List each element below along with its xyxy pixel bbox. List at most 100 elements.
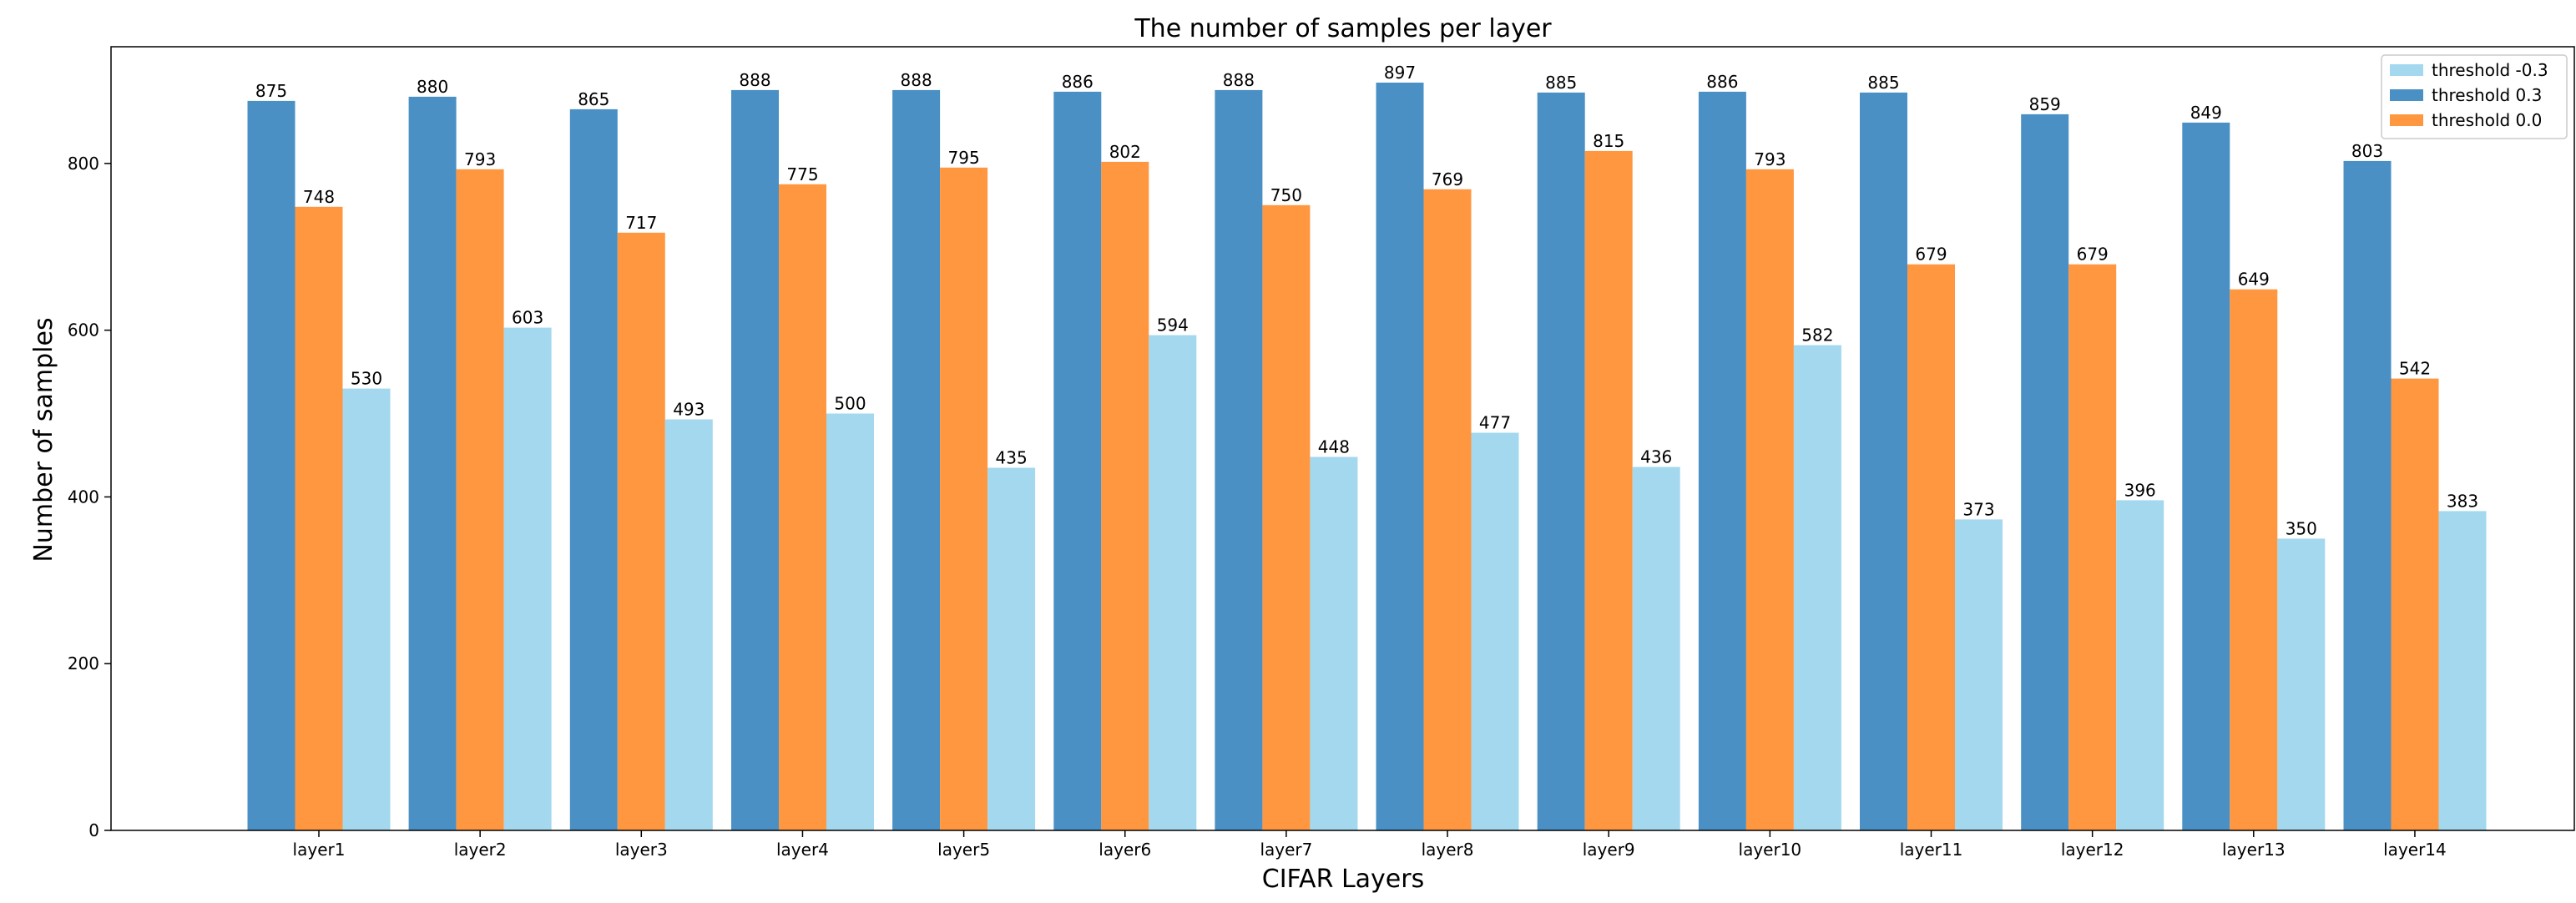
data-label: 750 xyxy=(1270,185,1302,205)
data-label: 500 xyxy=(834,394,866,414)
bar-layer2-threshold-0.3 xyxy=(408,96,457,830)
data-label: 793 xyxy=(464,149,496,169)
bar-layer13-threshold--0.3 xyxy=(2277,538,2326,830)
x-tick-label: layer14 xyxy=(2383,840,2447,860)
x-tick-label: layer3 xyxy=(615,840,668,860)
bar-layer3-threshold--0.3 xyxy=(664,419,713,830)
bar-layer14-threshold-0.0 xyxy=(2391,378,2439,831)
x-tick-label: layer7 xyxy=(1260,840,1312,860)
bar-layer4-threshold-0.3 xyxy=(731,89,779,830)
data-label: 679 xyxy=(1915,245,1947,265)
data-label: 775 xyxy=(786,164,818,184)
bar-layer13-threshold-0.3 xyxy=(2182,122,2230,830)
bar-layer1-threshold--0.3 xyxy=(342,388,391,831)
x-tick-label: layer2 xyxy=(454,840,507,860)
bar-layer10-threshold-0.0 xyxy=(1745,169,1794,831)
data-label: 888 xyxy=(1223,70,1255,90)
bar-layer9-threshold-0.0 xyxy=(1584,150,1633,830)
data-label: 849 xyxy=(2190,103,2222,123)
axes-layer: 0 200 400 600 800 layer1 layer2 layer3 layer4 lay… xyxy=(68,46,2575,860)
bar-layer8-threshold-0.0 xyxy=(1423,189,1472,831)
data-label: 436 xyxy=(1640,447,1672,467)
data-label: 880 xyxy=(417,77,448,97)
bar-layer10-threshold--0.3 xyxy=(1793,345,1841,831)
bar-layer11-threshold--0.3 xyxy=(1955,519,2003,830)
bar-layer5-threshold-0.3 xyxy=(892,89,941,830)
data-label: 793 xyxy=(1754,149,1786,169)
bar-layer13-threshold-0.0 xyxy=(2230,289,2278,830)
bar-layer7-threshold-0.0 xyxy=(1262,204,1311,831)
y-axis-title: Number of samples xyxy=(29,317,58,562)
y-tick-label: 800 xyxy=(68,154,99,174)
data-label: 888 xyxy=(739,70,770,90)
bar-layer6-threshold-0.3 xyxy=(1053,91,1102,830)
bar-layer12-threshold--0.3 xyxy=(2116,500,2164,830)
data-label: 493 xyxy=(673,400,705,420)
data-label: 888 xyxy=(901,70,932,90)
x-tick-label: layer5 xyxy=(937,840,990,860)
legend-swatch xyxy=(2390,64,2423,76)
legend-label: threshold 0.3 xyxy=(2432,85,2542,105)
data-label: 373 xyxy=(1962,499,1994,519)
y-tick-label: 400 xyxy=(68,487,99,507)
bar-layer1-threshold-0.0 xyxy=(295,206,343,831)
legend: threshold -0.3 threshold 0.3 threshold 0.0 xyxy=(2381,54,2568,139)
data-label: 396 xyxy=(2124,480,2156,500)
bars-layer xyxy=(247,83,2487,831)
bar-layer8-threshold--0.3 xyxy=(1471,432,1519,830)
data-label: 530 xyxy=(351,369,382,389)
x-tick-label: layer1 xyxy=(293,840,346,860)
data-label: 865 xyxy=(578,89,609,109)
x-axis-title: CIFAR Layers xyxy=(1262,865,1424,894)
plot-frame xyxy=(110,46,2575,831)
data-label: 350 xyxy=(2286,518,2317,538)
data-label: 885 xyxy=(1545,73,1577,93)
bar-layer11-threshold-0.0 xyxy=(1907,264,1955,830)
data-label: 542 xyxy=(2399,359,2431,379)
x-tick-label: layer10 xyxy=(1739,840,1802,860)
data-label: 795 xyxy=(948,148,980,168)
y-tick-label: 0 xyxy=(88,820,99,840)
y-tick-label: 600 xyxy=(68,320,99,341)
data-label: 886 xyxy=(1062,72,1094,92)
legend-swatch xyxy=(2390,114,2423,126)
y-tick-label: 200 xyxy=(68,653,99,673)
x-tick-label: layer11 xyxy=(1900,840,1963,860)
bar-layer9-threshold--0.3 xyxy=(1632,467,1680,830)
x-tick-label: layer6 xyxy=(1099,840,1151,860)
data-label: 885 xyxy=(1867,73,1899,93)
bar-layer6-threshold--0.3 xyxy=(1149,335,1197,831)
legend-swatch xyxy=(2390,89,2423,101)
bar-layer7-threshold-0.3 xyxy=(1215,89,1263,830)
data-label: 803 xyxy=(2351,141,2383,161)
bar-layer1-threshold-0.3 xyxy=(247,100,295,830)
bar-layer3-threshold-0.3 xyxy=(569,108,618,830)
data-label: 859 xyxy=(2029,94,2061,114)
bar-layer6-threshold-0.0 xyxy=(1101,161,1149,830)
bar-layer7-threshold--0.3 xyxy=(1310,457,1358,830)
bar-layer2-threshold-0.0 xyxy=(456,169,504,831)
bar-layer4-threshold--0.3 xyxy=(826,413,874,830)
data-label: 594 xyxy=(1157,315,1189,335)
bar-layer14-threshold-0.3 xyxy=(2343,160,2392,830)
bar-layer3-threshold-0.0 xyxy=(617,232,665,830)
data-label: 717 xyxy=(625,213,657,233)
bar-layer14-threshold--0.3 xyxy=(2438,511,2487,830)
legend-box xyxy=(2381,54,2568,139)
data-label: 897 xyxy=(1384,63,1416,83)
legend-label: threshold -0.3 xyxy=(2432,60,2548,80)
data-label: 383 xyxy=(2447,491,2478,511)
data-label: 802 xyxy=(1109,142,1141,162)
bar-layer9-threshold-0.3 xyxy=(1537,92,1585,830)
data-labels-layer: 875 748 530 880 793 603 865 717 493 888 775 500 888 7… xyxy=(255,63,2478,538)
data-label: 477 xyxy=(1479,413,1511,433)
bar-layer5-threshold--0.3 xyxy=(987,467,1036,830)
bar-layer8-threshold-0.3 xyxy=(1376,83,1424,830)
data-label: 815 xyxy=(1593,131,1624,151)
bar-layer11-threshold-0.3 xyxy=(1860,92,1907,830)
data-label: 582 xyxy=(1801,325,1833,346)
bar-layer2-threshold--0.3 xyxy=(503,327,552,831)
bar-layer10-threshold-0.3 xyxy=(1698,91,1746,830)
